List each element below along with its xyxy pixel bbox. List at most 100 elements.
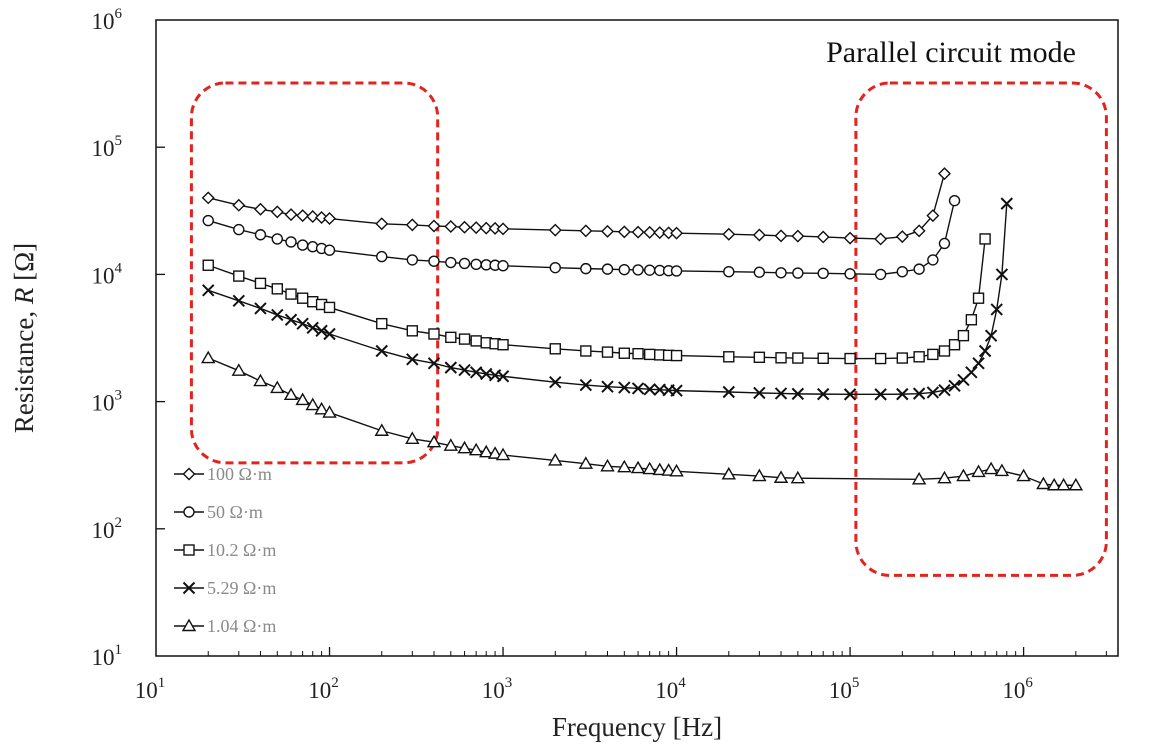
y-tick-label: 101 <box>92 642 123 670</box>
data-point-triangle <box>937 470 952 484</box>
data-point-circle <box>601 263 614 275</box>
data-point-x <box>618 381 631 394</box>
data-point-diamond <box>548 223 562 237</box>
data-point-x <box>601 380 614 393</box>
x-tick-base: 10 <box>655 678 678 703</box>
data-point-square <box>183 544 195 556</box>
data-point-x <box>816 387 830 401</box>
data-point-triangle <box>495 447 511 461</box>
data-point-diamond <box>774 229 788 243</box>
data-point-square <box>497 339 509 351</box>
data-point-diamond <box>306 210 320 224</box>
x-tick-exponent: 1 <box>158 675 166 691</box>
legend-label: 1.04 Ω·m <box>207 616 276 636</box>
data-point-triangle <box>322 405 337 418</box>
data-point-diamond <box>926 209 940 223</box>
data-point-x <box>995 268 1009 281</box>
data-point-x <box>496 370 510 383</box>
data-point-x <box>896 387 909 401</box>
data-point-diamond <box>722 227 736 241</box>
data-point-x <box>458 363 471 377</box>
data-point-diamond <box>601 224 614 238</box>
data-point-triangle <box>661 463 676 476</box>
data-point-triangle <box>773 470 789 483</box>
data-point-x <box>406 353 419 366</box>
data-point-x <box>254 302 267 315</box>
data-point-x <box>444 361 458 374</box>
data-point-square <box>428 328 440 340</box>
data-point-x <box>323 327 336 341</box>
data-point-x <box>791 387 805 401</box>
data-point-diamond <box>469 221 483 235</box>
data-point-triangle <box>295 392 310 406</box>
data-point-x <box>978 344 992 358</box>
data-point-triangle <box>283 387 299 401</box>
y-axis-title: Resistance, R [Ω] <box>9 243 39 433</box>
data-point-x <box>232 294 245 308</box>
data-point-triangle <box>669 463 684 477</box>
data-point-x <box>990 303 1003 316</box>
data-point-diamond <box>253 202 267 216</box>
data-point-diamond <box>323 212 337 226</box>
data-point-square <box>896 352 909 364</box>
data-point-square <box>470 335 482 347</box>
data-point-square <box>643 348 656 361</box>
data-point-circle <box>428 255 440 267</box>
data-point-triangle <box>1056 477 1071 491</box>
data-point-square <box>948 339 961 351</box>
data-point-diamond <box>405 218 419 232</box>
data-point-diamond <box>182 467 196 481</box>
data-point-circle <box>549 261 561 274</box>
data-point-triangle <box>314 401 329 415</box>
data-point-diamond <box>653 226 667 240</box>
legend: 100 Ω·m 50 Ω·m 10.2 Ω·m 5.29 Ω·m 1.04 Ω·m <box>174 464 276 636</box>
y-axis-title-prefix: Resistance, <box>9 304 39 433</box>
data-point-square <box>632 347 644 360</box>
data-point-diamond <box>315 211 329 225</box>
data-point-diamond <box>284 208 298 222</box>
data-point-x <box>774 387 788 400</box>
x-tick-base: 10 <box>1002 678 1025 703</box>
data-point-x <box>670 384 683 397</box>
data-point-square <box>913 351 925 363</box>
data-point-x <box>296 317 309 330</box>
data-point-diamond <box>270 205 284 219</box>
data-point-x <box>427 357 441 370</box>
data-point-triangle <box>479 444 494 458</box>
data-point-circle <box>913 263 925 275</box>
data-point-square <box>601 346 614 358</box>
data-point-triangle <box>1016 468 1031 482</box>
data-point-x <box>643 383 656 396</box>
data-point-x <box>1000 197 1013 210</box>
legend-label: 50 Ω·m <box>207 502 263 522</box>
x-tick-exponent: 4 <box>678 675 686 691</box>
data-point-triangle <box>374 423 389 436</box>
data-point-diamond <box>895 230 909 244</box>
data-point-triangle <box>1046 477 1062 491</box>
data-point-triangle <box>253 373 268 387</box>
data-point-triangle <box>426 434 442 448</box>
y-tick-exponent: 5 <box>115 133 123 149</box>
y-tick-base: 10 <box>92 518 115 543</box>
data-point-diamond <box>791 229 805 243</box>
data-point-triangle <box>1036 476 1051 490</box>
legend-label: 10.2 Ω·m <box>207 540 276 560</box>
data-point-diamond <box>937 167 951 181</box>
x-tick-label: 102 <box>308 675 339 703</box>
data-point-square <box>233 270 245 282</box>
y-tick-exponent: 6 <box>115 6 123 22</box>
y-tick-label: 103 <box>92 388 123 416</box>
data-point-diamond <box>617 225 631 239</box>
data-point-triangle <box>181 618 197 632</box>
data-point-diamond <box>232 198 246 212</box>
legend-label: 5.29 Ω·m <box>207 578 276 598</box>
highlight-regions <box>189 81 1108 577</box>
data-point-square <box>376 317 388 330</box>
data-point-square <box>965 314 978 326</box>
data-point-square <box>406 325 419 337</box>
data-point-x <box>579 378 593 392</box>
data-point-triangle <box>578 456 594 469</box>
data-point-x <box>753 386 766 400</box>
